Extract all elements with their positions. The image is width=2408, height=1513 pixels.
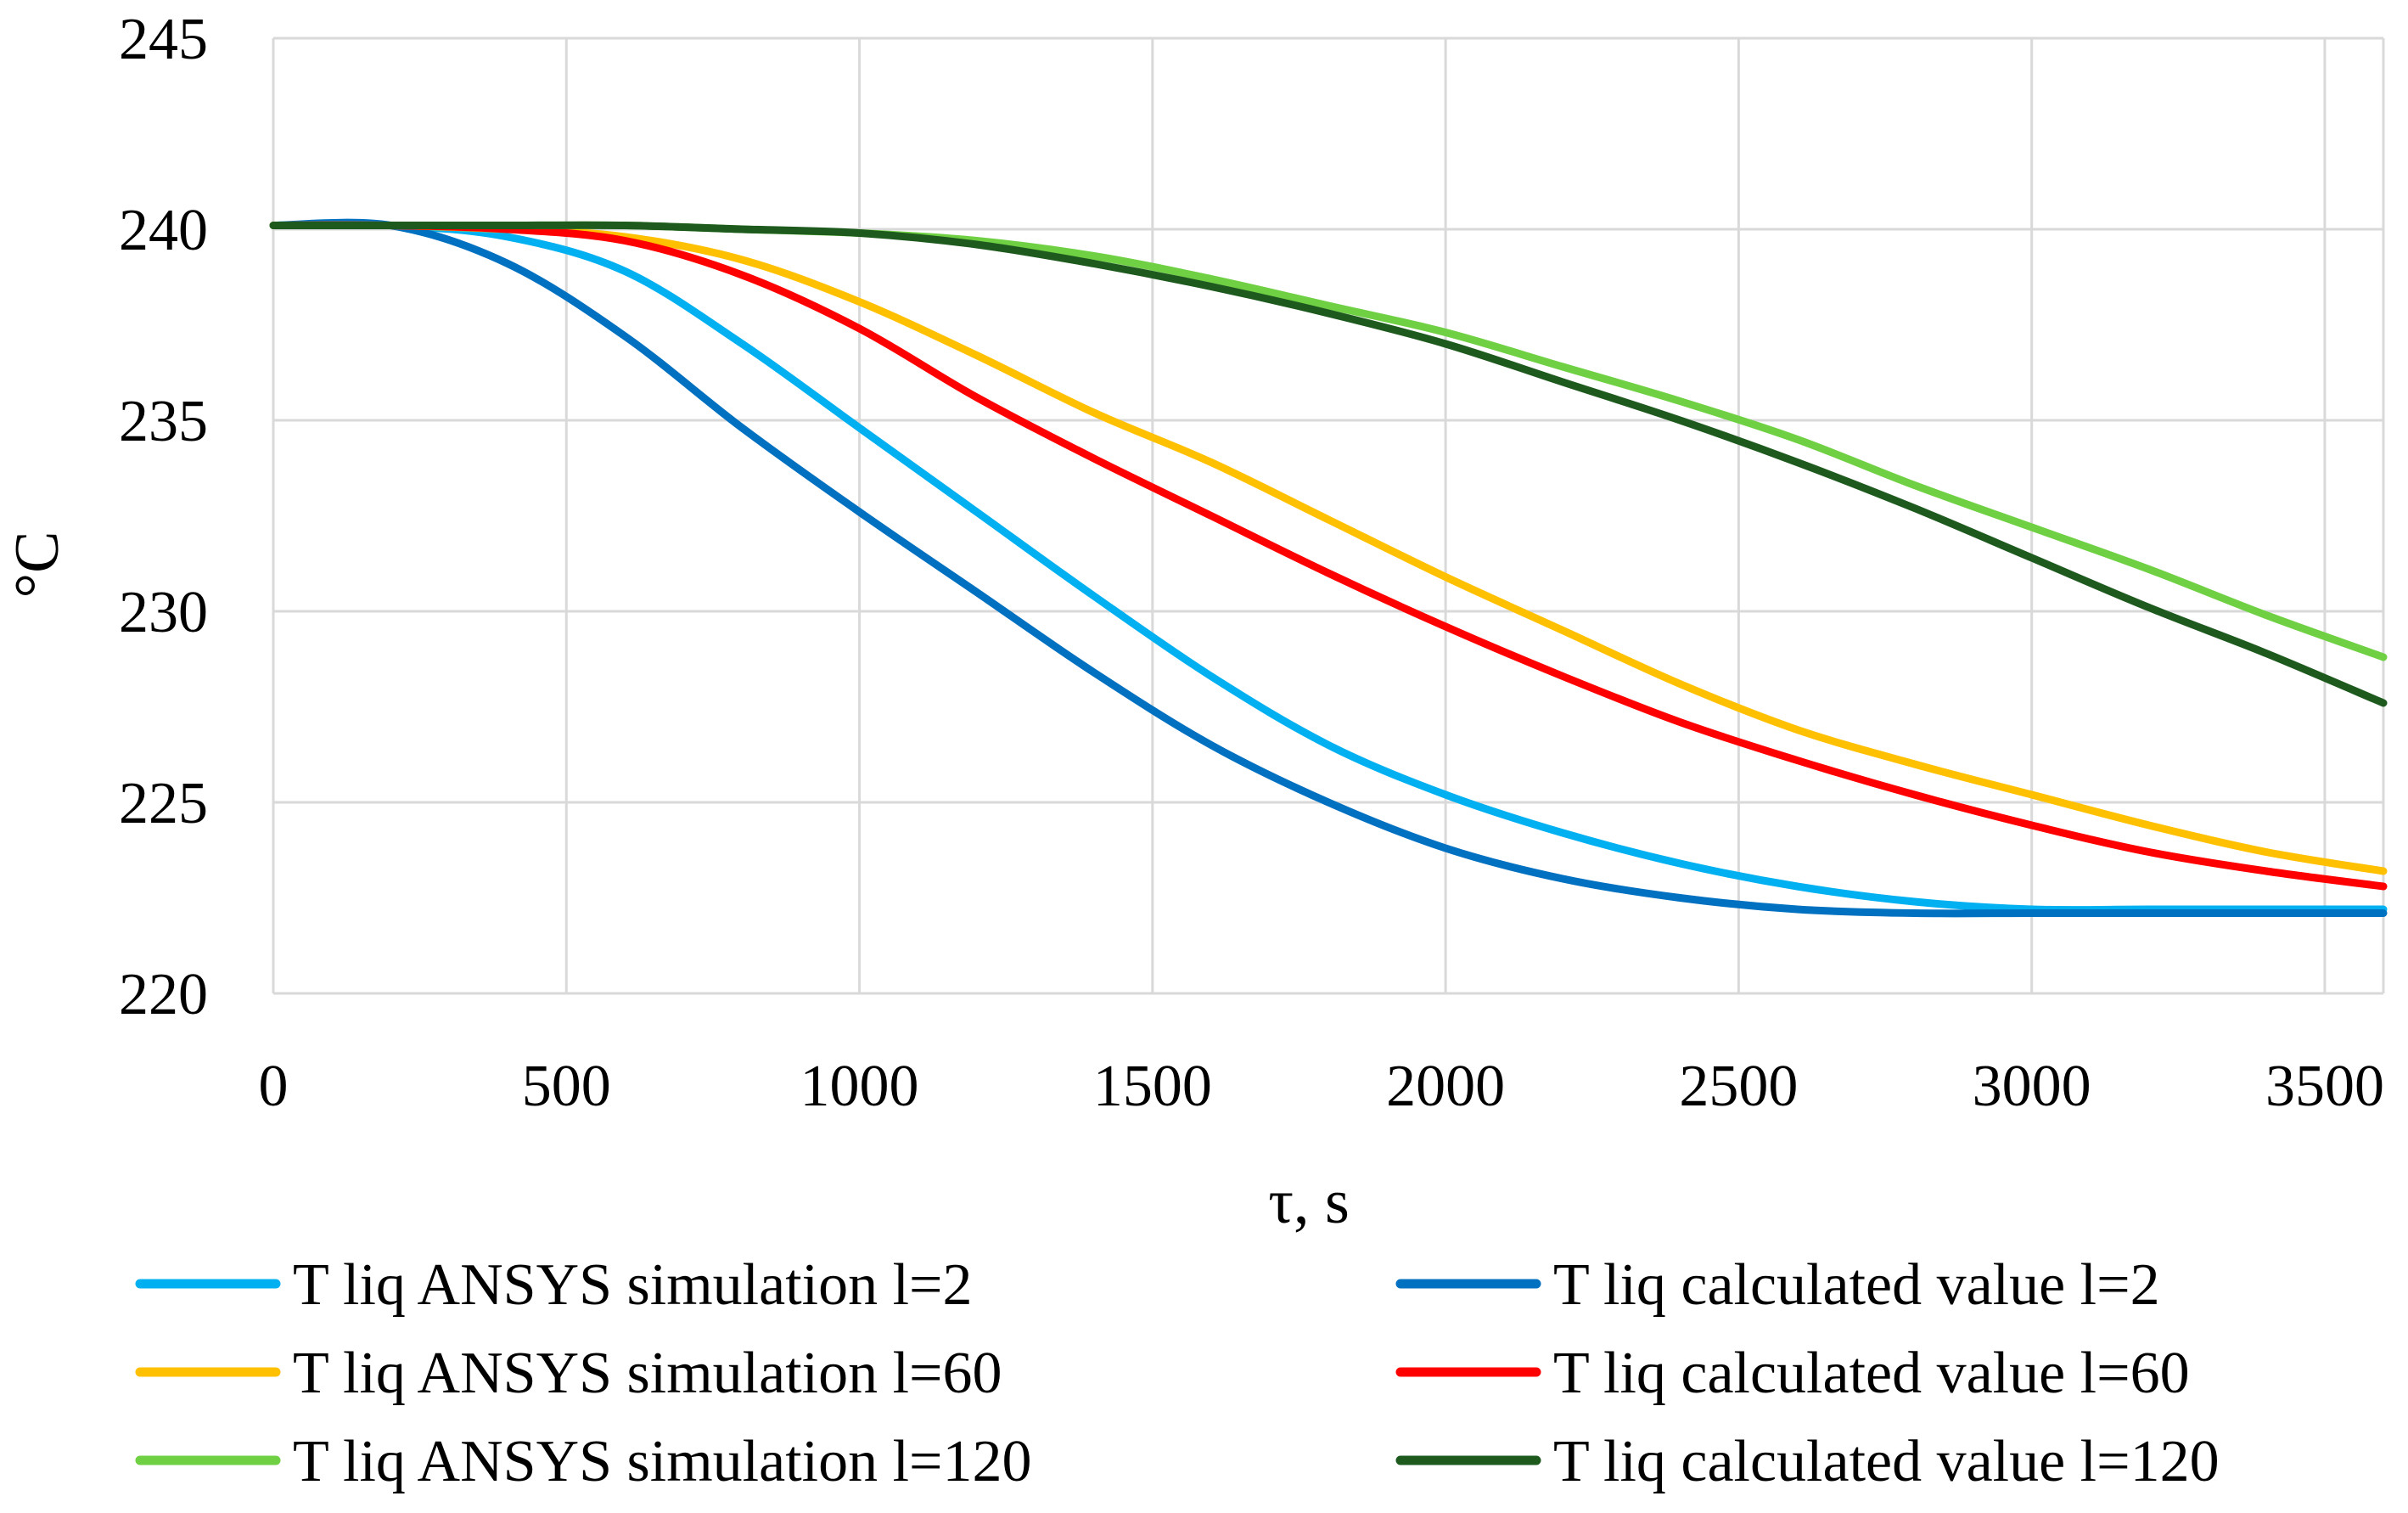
legend-label: T liq ANSYS simulation l=120 <box>293 1429 1032 1494</box>
y-axis-ticks: 220 225 230 235 240 245 <box>119 7 208 1027</box>
legend-label: T liq calculated value l=60 <box>1553 1341 2190 1406</box>
legend-label: T liq calculated value l=2 <box>1553 1252 2160 1318</box>
series-line-5 <box>269 221 2388 661</box>
x-tick-label: 3500 <box>2265 1054 2384 1119</box>
legend-item: T liq calculated value l=2 <box>1395 1252 2160 1318</box>
grid-lines <box>272 37 2385 995</box>
x-tick-label: 2000 <box>1386 1054 1505 1119</box>
y-tick-label: 245 <box>119 7 208 72</box>
y-axis-title: °C <box>3 532 72 599</box>
y-tick-label: 240 <box>119 198 208 263</box>
y-tick-label: 225 <box>119 771 208 836</box>
legend-label: T liq calculated value l=120 <box>1553 1429 2220 1494</box>
x-tick-label: 500 <box>522 1054 611 1119</box>
legend-label: T liq ANSYS simulation l=2 <box>293 1252 973 1318</box>
series-lines <box>269 218 2388 918</box>
legend-item: T liq calculated value l=60 <box>1395 1341 2190 1406</box>
x-tick-label: 0 <box>259 1054 289 1119</box>
y-tick-label: 230 <box>119 580 208 645</box>
legend-item: T liq calculated value l=120 <box>1395 1429 2220 1494</box>
x-tick-label: 1500 <box>1093 1054 1212 1119</box>
x-axis-title: τ, s <box>1268 1167 1350 1237</box>
series-line-1 <box>269 221 2388 914</box>
legend-item: T liq ANSYS simulation l=120 <box>135 1429 1032 1494</box>
y-tick-label: 235 <box>119 389 208 454</box>
legend-item: T liq ANSYS simulation l=2 <box>135 1252 973 1318</box>
x-axis-ticks: 0 500 1000 1500 2000 2500 3000 3500 <box>259 1054 2384 1119</box>
y-tick-label: 220 <box>119 962 208 1027</box>
legend: T liq ANSYS simulation l=2 T liq calculat… <box>135 1252 2220 1494</box>
series-line-2 <box>269 218 2388 918</box>
x-tick-label: 2500 <box>1679 1054 1798 1119</box>
series-line-6 <box>269 221 2388 707</box>
series-line-3 <box>269 221 2388 875</box>
legend-label: T liq ANSYS simulation l=60 <box>293 1341 1002 1406</box>
x-tick-label: 3000 <box>1973 1054 2091 1119</box>
series-line-4 <box>269 221 2388 891</box>
legend-item: T liq ANSYS simulation l=60 <box>135 1341 1002 1406</box>
x-tick-label: 1000 <box>800 1054 919 1119</box>
